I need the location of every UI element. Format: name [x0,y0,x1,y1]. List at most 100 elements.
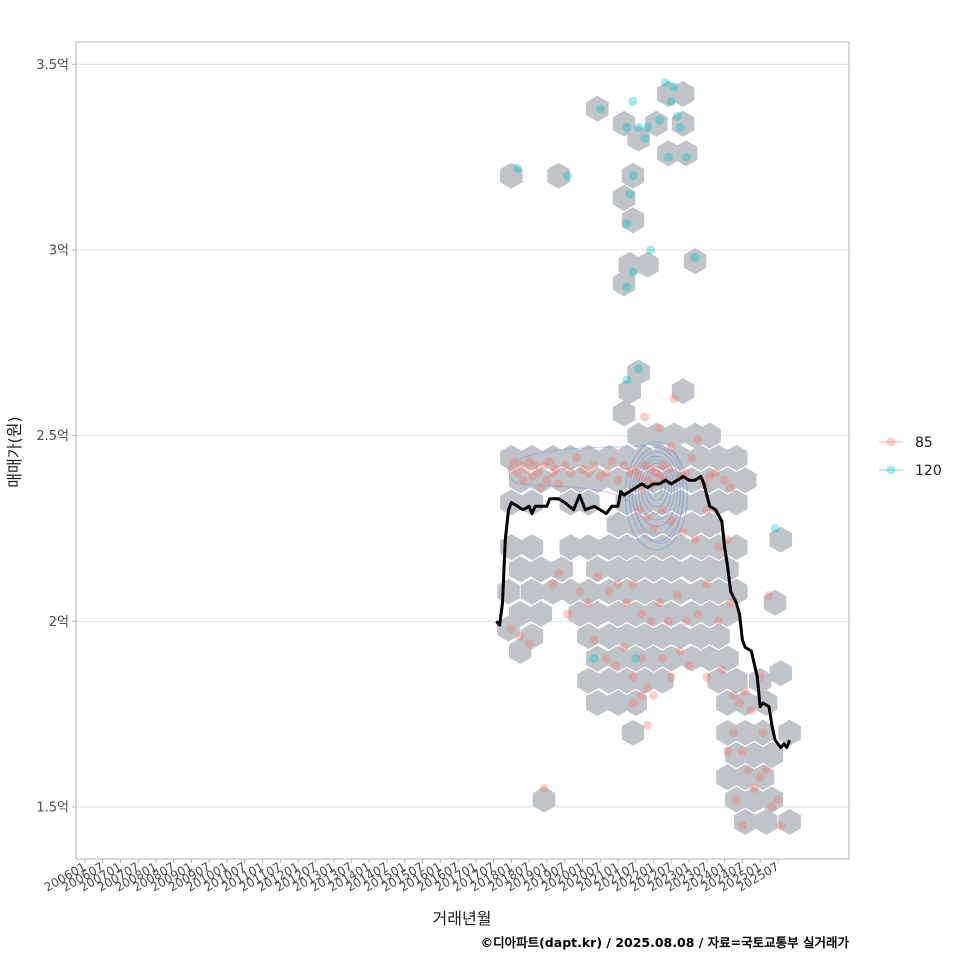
legend-item-120: 120 [879,463,942,479]
hexbin-cell [698,511,721,538]
point-85 [663,464,673,474]
point-85 [681,468,691,478]
point-85 [542,475,552,485]
point-85 [536,483,546,493]
hexbin-cell [621,162,645,189]
point-85 [640,460,650,470]
source-caption: ©디아파트(dapt.kr) / 2025.08.08 / 자료=국토교통부 실… [481,935,850,950]
density-contour-ring [634,455,678,527]
hexbin-cell [606,645,630,672]
hexbin-cell [660,600,683,627]
point-85 [642,512,652,522]
hexbin-cell [627,422,650,449]
density-contour-ring [637,459,675,521]
point-85 [726,483,736,493]
point-120 [628,171,638,181]
hexbin-cell [651,534,674,561]
point-120 [663,152,673,162]
hexbin-cell [698,556,721,583]
point-85 [554,479,564,489]
point-85 [663,616,673,626]
hexbin-cell [612,110,636,137]
point-85 [506,464,516,474]
hexbin-cell [769,526,792,553]
hexbin-cell [748,667,772,694]
hexbin-cell [606,690,630,716]
hexbin-cell [633,578,656,605]
hexbin-cell [642,556,665,583]
hexbin-cell [689,534,713,561]
hexbin-cell [671,378,695,405]
hexbin-cell [660,645,683,672]
point-85 [512,468,522,478]
point-85 [693,609,703,619]
hexbin-cell [497,615,520,642]
hexbin-cell [716,690,739,716]
y-axis: 1.5억 2억 2.5억 3억 3.5억 [36,58,76,816]
density-contour-ring [631,451,681,535]
point-85 [773,795,783,805]
hexbin-cell [716,600,739,627]
hexbin-cell [606,600,630,627]
hexbin-cell [636,251,659,278]
point-85 [740,687,750,697]
point-120 [589,653,599,663]
hexbin-cell [597,578,621,605]
hexbin-cell [689,578,713,605]
hexbin-cell [586,645,609,672]
point-85 [506,624,516,634]
hexbin-cell [586,95,609,122]
hexbin-cell [624,600,647,627]
hexbin-cell [597,534,621,561]
point-85 [563,609,573,619]
hexbin-cell [725,786,748,813]
hexbin-cell [559,534,582,561]
x-axis: 2006012006072007012007072008012008072009… [42,859,781,895]
hexbin-cell [689,444,713,471]
point-85 [577,464,587,474]
point-85 [649,691,659,701]
hexbin-cell [520,444,544,471]
hexbin-cell [707,667,730,694]
hexbin-cell [642,645,665,672]
point-85 [539,460,549,470]
point-85 [637,691,647,701]
hexbin-cell [577,534,600,561]
hexbin-cell [559,444,582,471]
hexbin-layer [497,81,801,835]
hexbin-cell [763,589,787,616]
hexbin-cell [734,808,757,835]
point-85 [702,505,712,515]
y-tick-label: 1.5억 [36,801,69,816]
point-85 [613,579,623,589]
point-85 [690,535,700,545]
hexbin-cell [675,140,698,167]
point-85 [515,631,525,641]
hexbin-cell [615,578,639,605]
point-85 [637,653,647,663]
point-85 [684,661,694,671]
hexbin-cell [671,110,695,137]
point-85 [530,460,540,470]
hexbin-cell [734,764,757,791]
hexbin-cell [671,81,695,107]
hexbin-cell [529,556,553,583]
hexbin-cell [668,534,692,561]
hexbin-cell [751,764,775,791]
hexbin-cell [754,808,778,835]
density-contour-outer [508,443,684,544]
point-85 [702,579,712,589]
point-85 [657,653,667,663]
hexbin-cell [633,623,656,650]
hexbin-cell [698,600,721,627]
point-85 [533,468,543,478]
point-85 [595,471,605,481]
hexbin-cell [624,690,647,716]
point-85 [720,475,730,485]
hexbin-cell [725,667,748,694]
point-85 [554,568,564,578]
hexbin-cell [618,378,641,405]
point-85 [702,672,712,682]
y-axis-title: 매매가(원) [5,416,24,487]
